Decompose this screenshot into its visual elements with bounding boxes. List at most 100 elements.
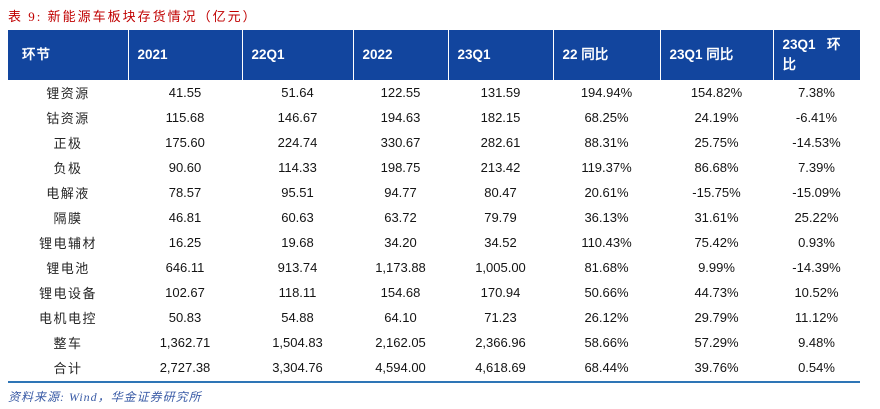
data-cell: 86.68% — [694, 160, 739, 175]
data-cell: 50.83 — [168, 310, 202, 325]
data-cell: 154.82% — [690, 85, 743, 100]
data-cell: 110.43% — [581, 235, 632, 250]
data-cell: 20.61% — [584, 185, 629, 200]
data-cell: 913.74 — [277, 260, 318, 275]
table-row: 电机电控 50.83 54.88 64.10 71.23 26.12% 29.79% 11.1… — [8, 305, 860, 330]
table-row: 锂电池 646.11 913.74 1,173.88 1,005.00 81.68% 9.9… — [8, 255, 860, 280]
data-cell: 34.20 — [384, 235, 417, 250]
column-header-7: 23Q1 环比 — [772, 30, 860, 80]
data-cell: 7.39% — [798, 160, 835, 175]
data-cell: 29.79% — [694, 310, 739, 325]
data-cell: -15.09% — [792, 185, 841, 200]
data-cell: 175.60 — [165, 135, 205, 150]
row-label: 钴资源 — [46, 111, 90, 126]
table-row: 正极 175.60 224.74 330.67 282.61 88.31% 25.75% -1… — [8, 130, 860, 155]
data-cell: 194.63 — [380, 110, 421, 125]
data-cell: 2,727.38 — [159, 360, 211, 375]
data-cell: 71.23 — [484, 310, 517, 325]
data-cell: 330.67 — [380, 135, 421, 150]
data-cell: 122.55 — [380, 85, 421, 100]
data-cell: 24.19% — [694, 110, 739, 125]
column-header-0: 环节 — [8, 30, 128, 80]
data-cell: 78.57 — [168, 185, 202, 200]
data-cell: 646.11 — [165, 260, 205, 275]
data-cell: -14.39% — [792, 260, 841, 275]
data-cell: 34.52 — [484, 235, 517, 250]
data-cell: 118.11 — [278, 285, 317, 300]
row-label: 正极 — [53, 136, 83, 151]
data-cell: 10.52% — [794, 285, 839, 300]
data-cell: 1,362.71 — [159, 335, 211, 350]
row-label: 隔膜 — [53, 211, 83, 226]
data-cell: -14.53% — [792, 135, 841, 150]
table-row: 合计 2,727.38 3,304.76 4,594.00 4,618.69 68.44%… — [8, 355, 860, 380]
data-cell: 57.29% — [694, 335, 739, 350]
data-cell: 4,618.69 — [475, 360, 526, 375]
row-label: 负极 — [53, 161, 83, 176]
header-row: 环节 2021 22Q1 2022 23Q1 22 同比 23Q1 同比 23Q1 环比 — [8, 30, 860, 80]
column-header-1: 2021 — [127, 30, 242, 80]
data-cell: 64.10 — [384, 310, 417, 325]
data-cell: 54.88 — [281, 310, 314, 325]
data-cell: 81.68% — [584, 260, 629, 275]
data-cell: 131.59 — [480, 85, 521, 100]
row-label: 锂资源 — [46, 86, 90, 101]
row-label: 锂电辅材 — [38, 236, 97, 251]
data-cell: 50.66% — [584, 285, 629, 300]
data-cell: 75.42% — [694, 235, 739, 250]
data-cell: 1,504.83 — [272, 335, 323, 350]
table-row: 隔膜 46.81 60.63 63.72 79.79 36.13% 31.61% 25.22% — [8, 205, 860, 230]
data-cell: 16.25 — [168, 235, 202, 250]
row-label: 锂电设备 — [38, 286, 97, 301]
data-cell: 44.73% — [694, 285, 739, 300]
data-cell: 7.38% — [798, 85, 835, 100]
data-cell: 95.51 — [281, 185, 314, 200]
table-row: 整车 1,362.71 1,504.83 2,162.05 2,366.96 58.66%… — [8, 330, 860, 355]
row-label: 电解液 — [46, 186, 90, 201]
data-cell: 63.72 — [384, 210, 417, 225]
data-cell: 0.54% — [798, 360, 835, 375]
table-row: 锂电设备 102.67 118.11 154.68 170.94 50.66% 44.73%… — [8, 280, 860, 305]
table-row: 锂电辅材 16.25 19.68 34.20 34.52 110.43% 75.42% 0.9… — [8, 230, 860, 255]
data-cell: 31.61% — [694, 210, 739, 225]
row-label: 整车 — [53, 336, 83, 351]
column-header-2: 22Q1 — [241, 30, 353, 80]
data-cell: 26.12% — [584, 310, 629, 325]
data-cell: 2,162.05 — [375, 335, 426, 350]
row-label: 锂电池 — [46, 261, 90, 276]
data-cell: 90.60 — [168, 160, 202, 175]
data-cell: 194.94% — [580, 85, 633, 100]
data-cell: -15.75% — [692, 185, 741, 200]
data-cell: 36.13% — [584, 210, 629, 225]
data-cell: 60.63 — [281, 210, 314, 225]
data-cell: 3,304.76 — [272, 360, 323, 375]
data-cell: 182.15 — [480, 110, 521, 125]
data-cell: 25.22% — [794, 210, 839, 225]
data-cell: 213.42 — [480, 160, 521, 175]
data-cell: 94.77 — [384, 185, 417, 200]
data-cell: 282.61 — [480, 135, 521, 150]
column-header-5: 22 同比 — [552, 30, 660, 80]
data-cell: 154.68 — [380, 285, 421, 300]
data-cell: 51.64 — [281, 85, 314, 100]
data-cell: 41.55 — [168, 85, 202, 100]
data-cell: 198.75 — [380, 160, 421, 175]
table-row: 负极 90.60 114.33 198.75 213.42 119.37% 86.68% 7.… — [8, 155, 860, 180]
data-cell: 114.33 — [278, 160, 317, 175]
table-row: 锂资源 41.55 51.64 122.55 131.59 194.94% 154.82% 7… — [8, 80, 860, 105]
data-cell: 9.99% — [698, 260, 735, 275]
table-caption: 表 9: 新能源车板块存货情况（亿元） — [8, 9, 258, 24]
data-cell: 46.81 — [168, 210, 202, 225]
row-label: 合计 — [53, 361, 83, 376]
data-cell: 58.66% — [584, 335, 629, 350]
column-header-4: 23Q1 — [447, 30, 553, 80]
data-cell: 1,173.88 — [375, 260, 426, 275]
table-row: 电解液 78.57 95.51 94.77 80.47 20.61% -15.75% -15.… — [8, 180, 860, 205]
data-cell: 102.67 — [165, 285, 205, 300]
data-cell: 88.31% — [584, 135, 629, 150]
inventory-table: 环节 2021 22Q1 2022 23Q1 22 同比 23Q1 同比 23Q1 环比 锂资… — [8, 30, 860, 380]
column-header-3: 2022 — [352, 30, 448, 80]
data-cell: 4,594.00 — [375, 360, 426, 375]
data-cell: 115.68 — [165, 110, 205, 125]
source-note: 资料来源: Wind，华金证券研究所 — [8, 390, 202, 404]
